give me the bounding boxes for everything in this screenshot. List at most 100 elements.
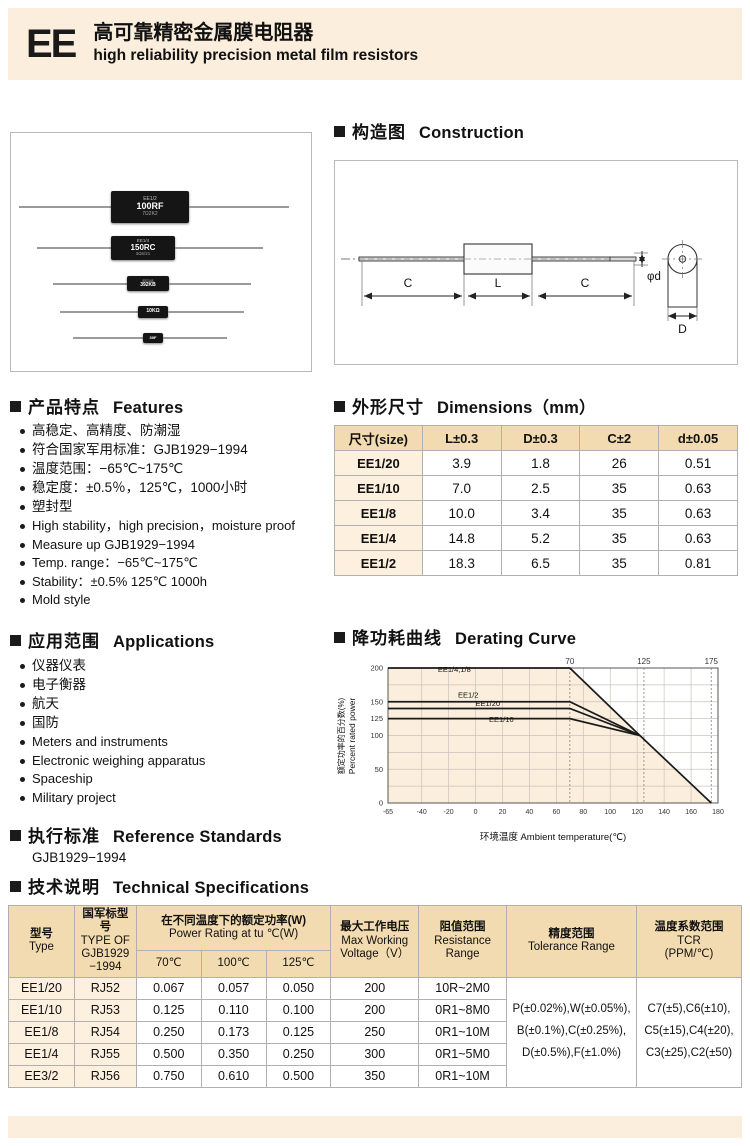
resistor-marking-line2: 100RF xyxy=(136,201,164,212)
cell-voltage: 300 xyxy=(330,1042,420,1066)
col-tolerance-range: 精度范围 Tolerance Range xyxy=(506,905,637,978)
chart-xtick: -20 xyxy=(444,809,454,816)
chart-top-annotation: 175 xyxy=(705,657,719,666)
cell-gjb: RJ55 xyxy=(73,1042,137,1066)
list-item: 仪器仪表 xyxy=(20,659,320,673)
list-item: 塑封型 xyxy=(20,500,320,514)
section-title-en: Technical Specifications xyxy=(113,879,310,897)
section-title-en: Construction xyxy=(419,124,525,142)
technical-specifications-table: 型号 Type 国军标型号 TYPE OF GJB1929 −1994 在不同温… xyxy=(8,904,743,1088)
bullet-square-icon xyxy=(334,401,345,412)
feature-text: Stability：±0.5% 125℃ 1000h xyxy=(32,573,207,589)
cell-resistance: 10R~2M0 xyxy=(418,976,507,1000)
lead-wire xyxy=(19,206,111,208)
tcr-line-2: C5(±15),C4(±20), xyxy=(644,1025,734,1038)
bullet-dot-icon xyxy=(20,524,25,529)
col-gjb-cn: 国军标型号 xyxy=(82,908,129,934)
cell-type: EE1/8 xyxy=(8,1020,75,1044)
table-row: EE1/4 14.8 5.2 35 0.63 xyxy=(334,525,738,551)
section-heading-applications: 应用范围 Applications xyxy=(10,627,214,652)
chart-xlabel: 环境温度 Ambient temperature(℃) xyxy=(480,831,626,843)
page-title-cn: 高可靠精密金属膜电阻器 xyxy=(93,22,314,45)
col-voltage-en1: Max Working xyxy=(341,934,409,947)
section-heading-construction: 构造图 Construction xyxy=(334,118,524,143)
resistor-marking-line2: 392KB xyxy=(140,281,156,288)
feature-text: Mold style xyxy=(32,592,91,607)
bullet-square-icon xyxy=(334,632,345,643)
section-title-cn: 应用范围 xyxy=(28,632,100,651)
bullet-dot-icon xyxy=(20,777,25,782)
cell-tcr: C7(±5),C6(±10), C5(±15),C4(±20), C3(±25)… xyxy=(635,976,743,1088)
bullet-square-icon xyxy=(334,126,345,137)
col-resistance-cn: 阻值范围 xyxy=(439,921,486,934)
cell-p125: 0.100 xyxy=(265,998,332,1022)
cell-p70: 0.500 xyxy=(135,1042,202,1066)
feature-text: 高稳定、高精度、防潮湿 xyxy=(32,423,181,438)
bullet-square-icon xyxy=(10,401,21,412)
cell-l: 14.8 xyxy=(421,525,502,551)
tolerance-line-2: B(±0.1%),C(±0.25%), xyxy=(516,1025,627,1038)
col-gjb-en2: GJB1929 xyxy=(81,947,130,960)
col-small-d: d±0.05 xyxy=(658,425,738,451)
cell-size: EE1/10 xyxy=(334,475,423,501)
list-item: Temp. range：−65℃~175℃ xyxy=(20,556,320,569)
application-text: 航天 xyxy=(32,696,59,711)
chart-xtick: 20 xyxy=(499,809,507,816)
bullet-dot-icon xyxy=(20,702,25,707)
cell-p100: 0.110 xyxy=(200,998,267,1022)
cell-voltage: 200 xyxy=(330,976,420,1000)
cell-p100: 0.173 xyxy=(200,1020,267,1044)
cell-l: 10.0 xyxy=(421,500,502,526)
section-title-en: Derating Curve xyxy=(455,630,577,648)
list-item: Spaceship xyxy=(20,772,320,785)
cell-small-d: 0.63 xyxy=(658,500,738,526)
cell-d: 6.5 xyxy=(500,550,581,576)
table-row: EE1/8 10.0 3.4 35 0.63 xyxy=(334,500,738,526)
bullet-dot-icon xyxy=(20,505,25,510)
chart-xtick: 0 xyxy=(474,809,478,816)
section-title-cn: 技术说明 xyxy=(28,878,100,897)
section-title-cn: 产品特点 xyxy=(28,398,100,417)
cell-type: EE1/10 xyxy=(8,998,75,1022)
bullet-dot-icon xyxy=(20,683,25,688)
feature-text: High stability，high precision，moisture p… xyxy=(32,518,296,533)
cell-p70: 0.067 xyxy=(135,976,202,1000)
list-item: 电子衡器 xyxy=(20,678,320,692)
resistor-body: 39F xyxy=(143,333,163,343)
cell-size: EE1/8 xyxy=(334,500,423,526)
chart-xtick: -65 xyxy=(383,809,393,816)
header-titles: 高可靠精密金属膜电阻器 high reliability precision m… xyxy=(93,22,418,65)
section-title-en: Dimensions（mm） xyxy=(437,399,596,417)
col-gjb-en3: −1994 xyxy=(89,961,122,974)
resistor-image-2: EE1/4 150RC 3Ω5/21 xyxy=(37,236,295,260)
application-text: Spaceship xyxy=(32,771,93,786)
lead-wire xyxy=(60,311,138,313)
list-item: 航天 xyxy=(20,697,320,711)
chart-ytick: 125 xyxy=(370,714,383,723)
cell-l: 7.0 xyxy=(421,475,502,501)
resistor-marking-line2: 150RC xyxy=(130,242,156,252)
col-tolerance-cn: 精度范围 xyxy=(548,927,595,940)
cell-d: 5.2 xyxy=(500,525,581,551)
bullet-dot-icon xyxy=(20,561,25,566)
resistor-marking-line3: 7Ω2K2 xyxy=(142,210,158,217)
chart-ytick: 150 xyxy=(370,697,383,706)
chart-series-ee1-10 xyxy=(388,717,641,737)
lead-wire xyxy=(168,311,244,313)
feature-text: Temp. range：−65℃~175℃ xyxy=(32,555,198,570)
section-title-en: Features xyxy=(113,399,184,417)
application-text: 电子衡器 xyxy=(32,677,86,692)
cell-l: 18.3 xyxy=(421,550,502,576)
cell-p125: 0.050 xyxy=(265,976,332,1000)
table-header-row-2: 70℃ 100℃ 125℃ xyxy=(9,950,742,978)
col-type: 型号 Type xyxy=(8,905,75,978)
section-title-cn: 降功耗曲线 xyxy=(352,629,442,648)
derating-chart: 70 125 175 0 50 100 125 150 200 -65 -40 -20 0 20 40 6… xyxy=(330,650,748,850)
cell-small-d: 0.63 xyxy=(658,475,738,501)
footer-band xyxy=(8,1116,742,1138)
col-tcr: 温度系数范围 TCR (PPM/℃) xyxy=(635,905,743,978)
chart-xtick: 40 xyxy=(526,809,534,816)
bullet-dot-icon xyxy=(20,542,25,548)
chart-xtick: 180 xyxy=(712,809,724,816)
section-heading-technical: 技术说明 Technical Specifications xyxy=(10,873,309,898)
